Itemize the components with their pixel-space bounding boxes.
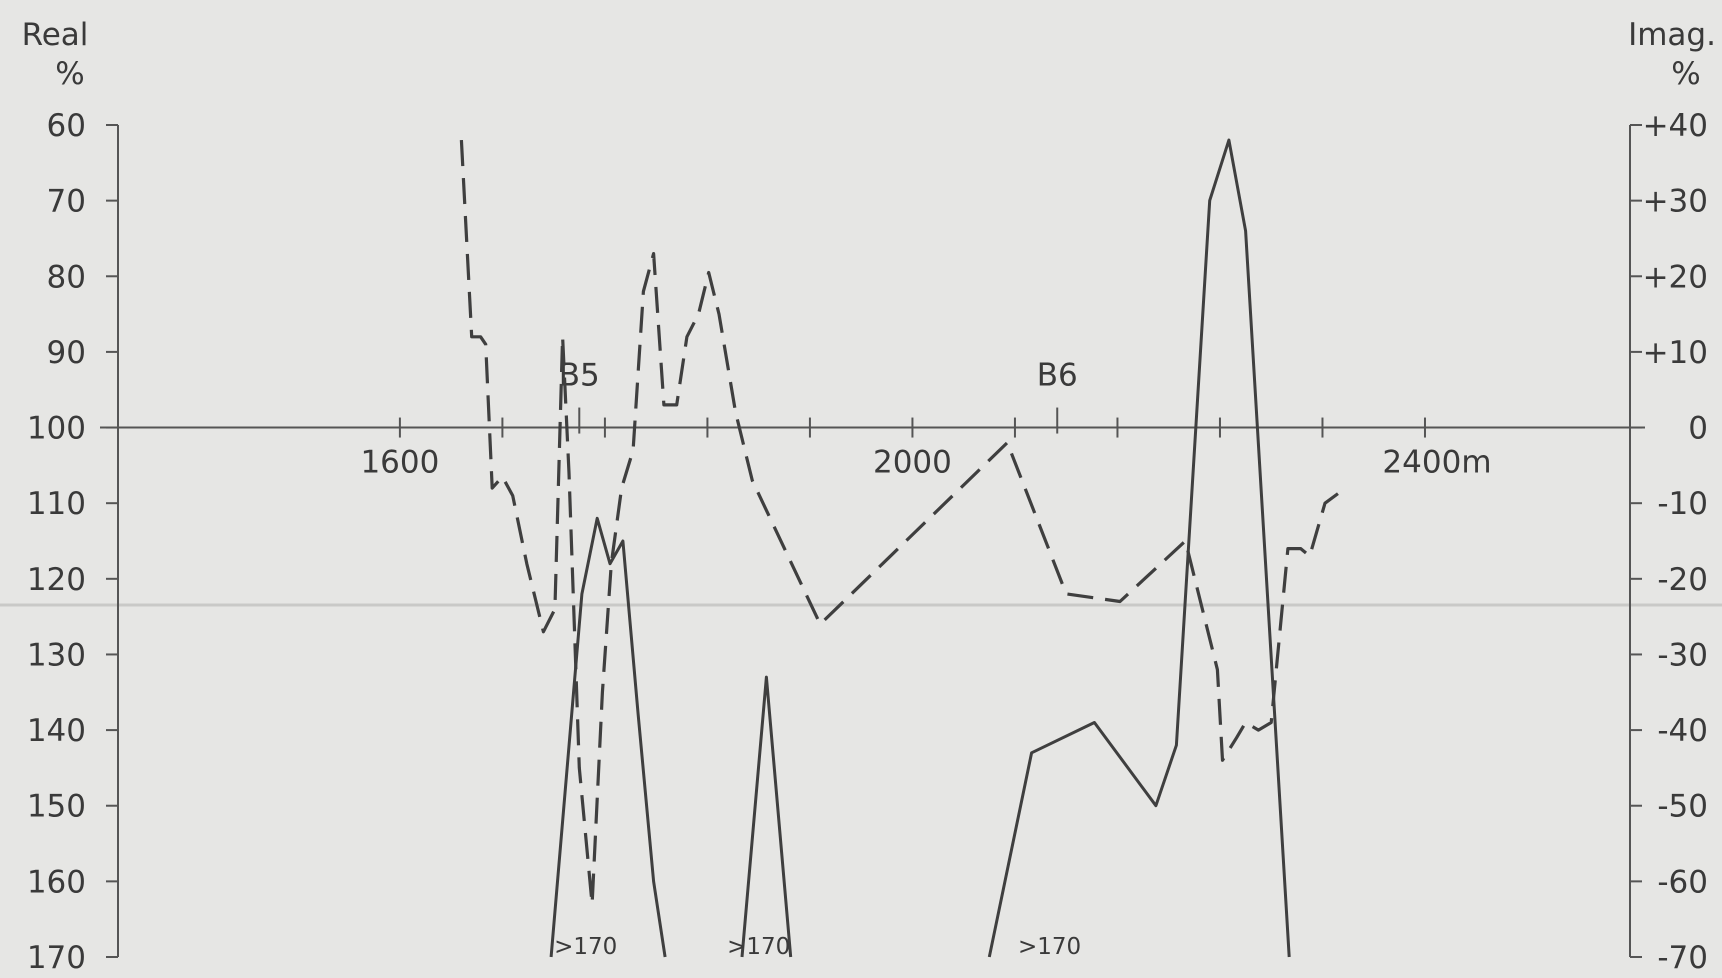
left-tick-label: 70	[47, 184, 86, 220]
right-tick-label: -10	[1657, 486, 1708, 522]
right-axis-title-line1: Imag.	[1628, 17, 1716, 53]
right-tick-label: +10	[1643, 335, 1708, 371]
right-tick-label: -40	[1657, 713, 1708, 749]
series-real-dashed	[459, 140, 1342, 906]
left-tick-label: 120	[27, 562, 86, 598]
right-axis-title-line2: %	[1671, 56, 1700, 92]
right-axis-ticks: +40 +30 +20 +10 0 -10 -20 -30 -40 -50 -60 -70	[1630, 108, 1708, 976]
series-imag-solid	[740, 675, 793, 958]
left-tick-label: 140	[27, 713, 86, 749]
left-axis-ticks: 60 70 80 90 100 110 120 130 140 150 160 170	[27, 108, 118, 976]
right-tick-label: -60	[1657, 864, 1708, 900]
left-tick-label: 160	[27, 864, 86, 900]
right-tick-label: +20	[1643, 259, 1708, 295]
left-tick-label: 170	[27, 940, 86, 976]
right-tick-label: -20	[1657, 562, 1708, 598]
left-tick-label: 130	[27, 637, 86, 673]
left-axis-title-line1: Real	[22, 17, 89, 53]
series-imag-solid	[549, 516, 667, 958]
right-tick-label: -30	[1657, 637, 1708, 673]
right-tick-label: +30	[1643, 184, 1708, 220]
x-tick-label: 1600	[360, 445, 439, 481]
left-tick-label: 100	[27, 411, 86, 447]
left-tick-label: 90	[47, 335, 86, 371]
right-tick-label: -50	[1657, 789, 1708, 825]
right-tick-label: 0	[1688, 411, 1708, 447]
left-axis-title-line2: %	[55, 56, 84, 92]
off-scale-label: >170	[1018, 934, 1081, 960]
right-tick-label: +40	[1643, 108, 1708, 144]
series-imag-solid	[987, 138, 1291, 958]
marker-label: B6	[1037, 358, 1078, 394]
series-layer	[459, 138, 1342, 958]
markers: B5 B6	[559, 358, 1078, 434]
left-tick-label: 60	[47, 108, 86, 144]
left-tick-label: 150	[27, 789, 86, 825]
x-tick-label: 2000	[873, 445, 952, 481]
x-tick-label: 2400m	[1382, 445, 1491, 481]
x-axis-ticks: 1600 2000 2400m	[360, 417, 1492, 481]
off-scale-label: >170	[554, 934, 617, 960]
off-scale-label: >170	[727, 934, 790, 960]
left-tick-label: 110	[27, 486, 86, 522]
off-scale-annotations: >170 >170 >170	[554, 934, 1081, 960]
left-tick-label: 80	[47, 259, 86, 295]
right-tick-label: -70	[1657, 940, 1708, 976]
